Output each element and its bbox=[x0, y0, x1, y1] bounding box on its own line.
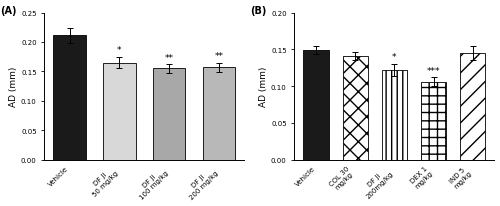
Bar bbox=[460, 54, 485, 160]
Text: ***: *** bbox=[427, 66, 440, 75]
Bar bbox=[104, 63, 136, 160]
Text: **: ** bbox=[214, 52, 224, 61]
Bar bbox=[203, 68, 235, 160]
Text: *: * bbox=[117, 46, 121, 55]
Y-axis label: AD (mm): AD (mm) bbox=[9, 67, 18, 107]
Bar bbox=[382, 71, 407, 160]
Text: **: ** bbox=[165, 53, 174, 62]
Bar bbox=[421, 82, 446, 160]
Text: *: * bbox=[392, 53, 396, 62]
Y-axis label: AD (mm): AD (mm) bbox=[259, 67, 268, 107]
Text: (B): (B) bbox=[250, 6, 266, 16]
Bar bbox=[342, 57, 368, 160]
Text: (A): (A) bbox=[0, 6, 17, 16]
Bar bbox=[153, 69, 186, 160]
Bar bbox=[54, 36, 86, 160]
Bar bbox=[304, 51, 329, 160]
